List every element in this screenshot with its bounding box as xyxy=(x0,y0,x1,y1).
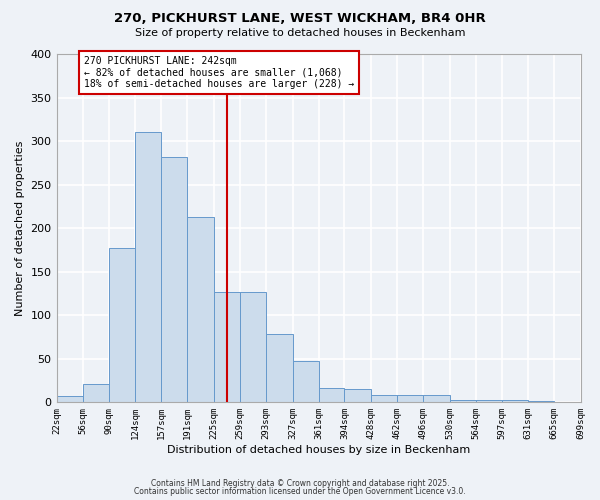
Text: Contains public sector information licensed under the Open Government Licence v3: Contains public sector information licen… xyxy=(134,487,466,496)
Bar xyxy=(161,157,187,402)
Text: 270, PICKHURST LANE, WEST WICKHAM, BR4 0HR: 270, PICKHURST LANE, WEST WICKHAM, BR4 0… xyxy=(114,12,486,26)
Bar xyxy=(187,217,214,402)
Bar xyxy=(56,396,83,402)
Bar xyxy=(344,390,371,402)
Text: Size of property relative to detached houses in Beckenham: Size of property relative to detached ho… xyxy=(135,28,465,38)
Bar xyxy=(136,132,161,402)
Bar xyxy=(397,396,424,402)
Bar xyxy=(109,248,136,402)
Bar xyxy=(240,292,266,403)
Bar xyxy=(371,396,397,402)
Bar xyxy=(214,292,240,403)
Bar xyxy=(528,400,554,402)
Bar xyxy=(476,400,502,402)
Bar xyxy=(502,400,528,402)
Bar xyxy=(293,360,319,403)
Text: Contains HM Land Registry data © Crown copyright and database right 2025.: Contains HM Land Registry data © Crown c… xyxy=(151,478,449,488)
Bar xyxy=(581,400,600,402)
Bar xyxy=(266,334,293,402)
Text: 270 PICKHURST LANE: 242sqm
← 82% of detached houses are smaller (1,068)
18% of s: 270 PICKHURST LANE: 242sqm ← 82% of deta… xyxy=(83,56,354,89)
Y-axis label: Number of detached properties: Number of detached properties xyxy=(15,140,25,316)
Bar xyxy=(424,396,450,402)
Bar xyxy=(319,388,344,402)
X-axis label: Distribution of detached houses by size in Beckenham: Distribution of detached houses by size … xyxy=(167,445,470,455)
Bar xyxy=(450,400,476,402)
Bar xyxy=(83,384,109,402)
